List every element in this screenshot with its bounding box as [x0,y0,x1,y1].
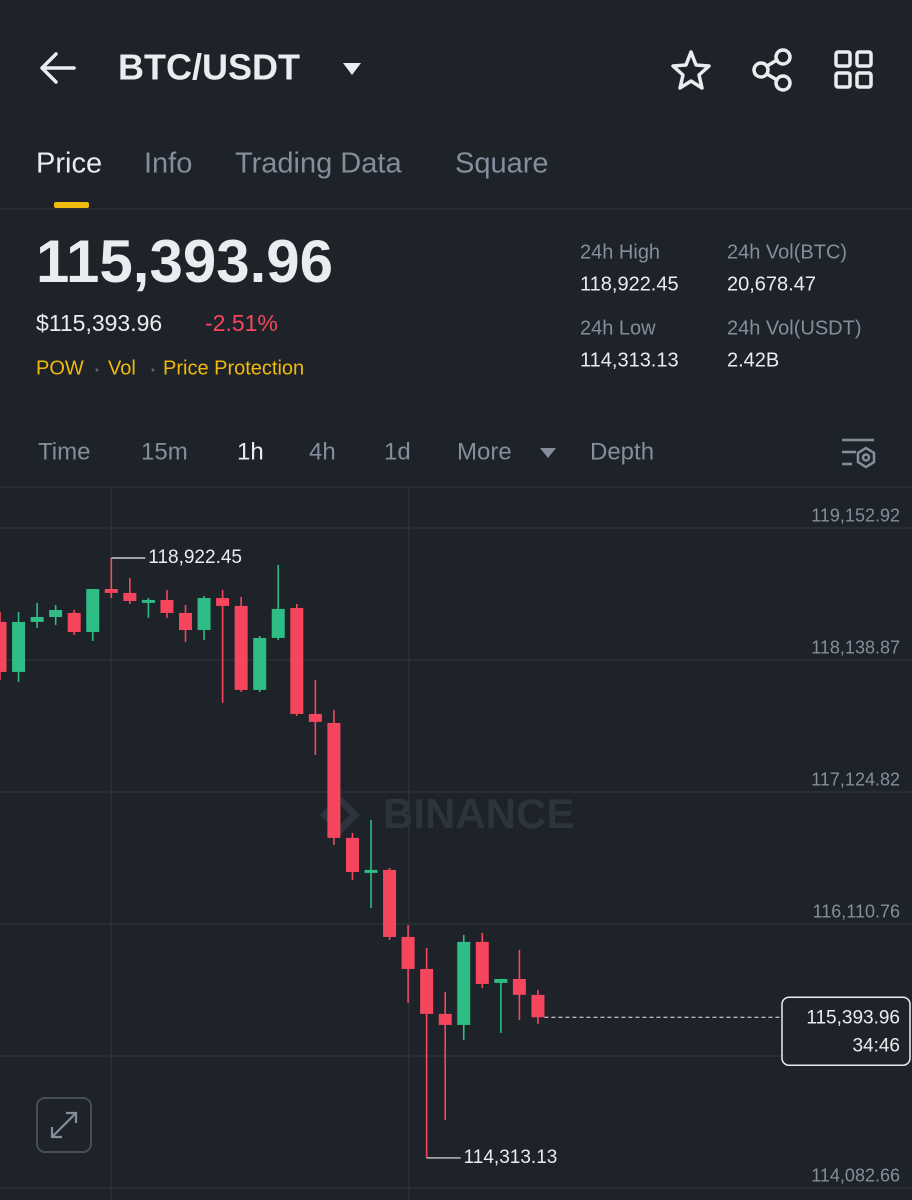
candle-body [30,616,44,622]
candle-body [308,713,322,722]
candle-body [401,936,415,969]
candle-body [0,621,7,672]
candle-body [86,589,100,632]
candle-body [475,941,489,984]
candle-body [531,994,545,1018]
tab[interactable]: Trading Data [235,148,402,180]
tag[interactable]: Vol [108,357,136,379]
expand-button[interactable] [36,1097,92,1153]
candle-body [494,978,508,983]
interval[interactable]: 15m [141,438,188,465]
interval[interactable]: 1d [384,438,411,465]
interval[interactable]: More [457,438,512,465]
candle-body [327,722,341,838]
stat-label: 24h Vol(BTC) [727,241,847,263]
share-icon[interactable] [752,48,792,92]
back-button[interactable] [40,52,76,84]
candle-body [216,597,230,606]
candle-body [197,597,211,631]
candlestick-chart: 119,152.92 118,138.87 117,124.82 116,110.76… [0,506,912,1189]
favorite-icon[interactable] [671,50,711,90]
stat-label: 24h Low [580,317,656,339]
more-dropdown[interactable] [540,448,556,458]
candle-body [420,968,434,1014]
y-tick-label: 116,110.76 [813,902,900,922]
annotation-label: 118,922.45 [148,547,242,568]
separator [95,368,99,372]
tag[interactable]: Price Protection [163,357,304,379]
tab-indicator [54,202,89,208]
candle-body [364,869,378,873]
candle-body [12,621,26,672]
stat-value: 114,313.13 [580,349,679,371]
annotation-label: 114,313.13 [464,1147,558,1168]
stat-value: 2.42B [727,349,779,371]
candle-body [345,837,359,872]
stat-value: 20,678.47 [727,273,816,295]
candle-body [271,608,285,638]
y-tick-label: 119,152.92 [811,506,900,526]
candle-body [141,599,155,603]
candle-body [123,592,137,601]
candle-body [512,978,526,995]
candle-body [457,941,471,1025]
interval[interactable]: 4h [309,438,336,465]
watermark: BINANCE [383,790,574,837]
tag[interactable]: POW [36,357,84,379]
y-tick-label: 118,138.87 [811,638,900,658]
chart-settings[interactable] [842,438,876,469]
stat-label: 24h Vol(USDT) [727,317,862,339]
candle-body [160,599,174,613]
candle-body [179,612,192,631]
countdown: 34:46 [852,1035,900,1056]
last-price: 115,393.96 [36,228,333,295]
current-price-box [781,996,911,1067]
pair-dropdown[interactable] [343,63,361,75]
menu-icon[interactable] [834,50,873,89]
tab[interactable]: Info [144,148,192,180]
candle-body [290,608,304,714]
candle-body [104,589,118,593]
candle-body [234,605,248,690]
y-tick-label: 117,124.82 [811,770,900,790]
candle-body [49,609,63,617]
interval[interactable]: Depth [590,438,654,465]
candle-body [67,612,81,632]
candle-body [438,1013,452,1025]
stat-value: 118,922.45 [580,273,679,295]
candle-body [253,637,267,690]
stat-label: 24h High [580,241,660,263]
separator [151,368,155,372]
y-tick-label: 114,082.66 [811,1166,900,1186]
candle-body [383,869,397,937]
last-price-usd: $115,393.96 [36,310,162,336]
pair-title[interactable]: BTC/USDT [118,47,300,88]
interval[interactable]: 1h [237,438,264,465]
tab[interactable]: Square [455,148,549,180]
price-change: -2.51% [205,310,278,336]
tab[interactable]: Price [36,148,102,180]
interval[interactable]: Time [38,438,90,465]
current-price-label: 115,393.96 [806,1007,900,1028]
